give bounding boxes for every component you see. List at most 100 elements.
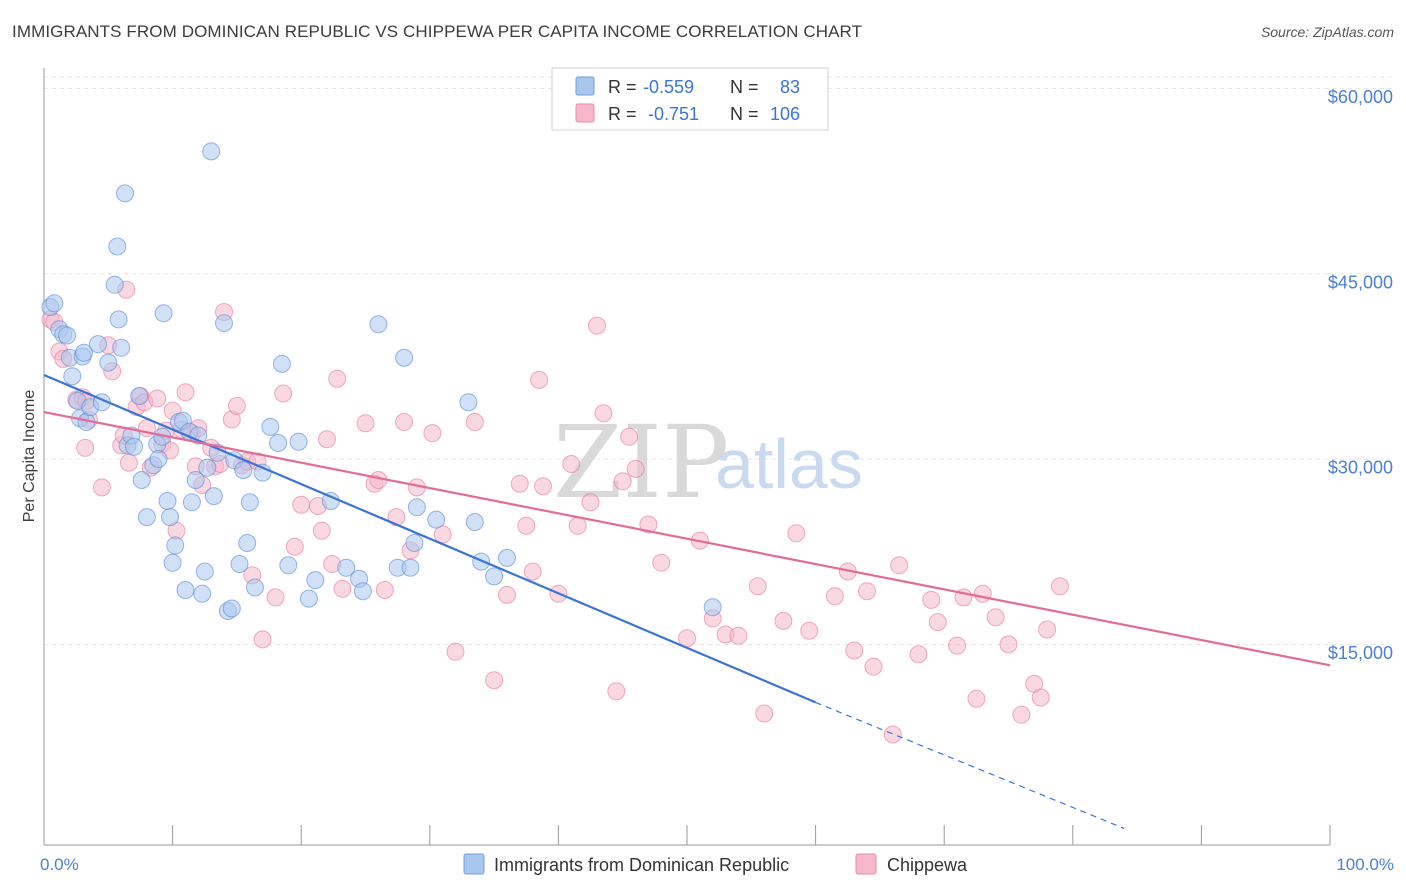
- point-chippewa: [883, 725, 902, 744]
- point-dominican: [407, 498, 426, 517]
- point-dominican: [176, 581, 195, 599]
- source-label: Source: ZipAtlas.com: [1260, 24, 1394, 40]
- point-chippewa: [967, 689, 986, 708]
- point-chippewa: [423, 424, 442, 443]
- point-chippewa: [999, 635, 1018, 654]
- correlation-legend: R = -0.559 N = 83 R = -0.751 N = 106: [551, 67, 829, 131]
- point-chippewa: [800, 621, 819, 640]
- point-dominican: [465, 513, 484, 531]
- point-dominican: [272, 354, 291, 373]
- point-chippewa: [395, 413, 414, 431]
- point-dominican: [149, 450, 168, 468]
- point-chippewa: [433, 525, 452, 544]
- point-dominican: [222, 599, 241, 618]
- point-dominican: [154, 304, 173, 323]
- point-dominican: [74, 343, 93, 362]
- point-dominican: [306, 571, 325, 590]
- point-dominican: [395, 348, 414, 367]
- trend-lines: [43, 373, 1331, 830]
- bottom-legend-swatch-pink: [855, 853, 877, 875]
- point-chippewa: [1012, 705, 1031, 724]
- point-chippewa: [510, 474, 529, 493]
- point-dominican: [353, 582, 372, 601]
- point-chippewa: [928, 613, 947, 632]
- point-chippewa: [755, 704, 774, 723]
- point-dominican: [186, 471, 205, 489]
- point-chippewa: [594, 404, 613, 423]
- watermark-atlas: atlas: [715, 425, 863, 503]
- legend-box: [551, 67, 829, 131]
- point-dominican: [137, 508, 156, 527]
- point-chippewa: [227, 396, 246, 415]
- chart-title: IMMIGRANTS FROM DOMINICAN REPUBLIC VS CH…: [12, 22, 863, 41]
- point-chippewa: [845, 641, 864, 660]
- point-dominican: [99, 353, 118, 372]
- point-chippewa: [356, 414, 375, 433]
- point-dominican: [204, 487, 223, 506]
- point-dominican: [108, 237, 127, 256]
- point-dominican: [230, 555, 249, 573]
- point-chippewa: [581, 493, 600, 512]
- legend-n-value-2: 106: [770, 104, 800, 124]
- point-chippewa: [626, 459, 645, 478]
- point-chippewa: [266, 588, 285, 607]
- point-chippewa: [317, 430, 336, 449]
- trend-line-dominican-extension: [815, 701, 1125, 830]
- point-chippewa: [787, 524, 806, 543]
- point-chippewa: [607, 682, 626, 701]
- point-dominican: [116, 184, 134, 203]
- point-chippewa: [285, 537, 304, 556]
- legend-r-value-1: -0.559: [643, 77, 694, 97]
- trend-line-chippewa: [43, 410, 1331, 667]
- point-dominican: [427, 510, 446, 529]
- point-chippewa: [774, 611, 793, 630]
- point-dominican: [498, 548, 516, 567]
- point-dominican: [109, 310, 128, 329]
- point-chippewa: [652, 553, 671, 572]
- point-chippewa: [446, 642, 465, 661]
- legend-r-value-2: -0.751: [648, 104, 699, 124]
- y-axis-label: Per Capita Income: [21, 390, 38, 523]
- point-chippewa: [176, 383, 195, 402]
- bottom-legend-swatch-blue: [463, 853, 485, 875]
- legend-r-label-2: R =: [608, 104, 637, 124]
- point-dominican: [132, 471, 151, 489]
- point-chippewa: [973, 584, 992, 603]
- point-dominican: [253, 463, 272, 482]
- trend-line-dominican: [43, 373, 817, 704]
- legend-swatch-blue: [575, 76, 595, 96]
- point-dominican: [158, 492, 177, 510]
- point-chippewa: [864, 657, 883, 676]
- point-chippewa: [825, 587, 844, 606]
- legend-n-label-2: N =: [730, 104, 759, 124]
- point-chippewa: [253, 630, 272, 649]
- point-chippewa: [498, 585, 516, 604]
- point-dominican: [58, 326, 77, 345]
- point-dominican: [45, 294, 64, 313]
- point-dominican: [289, 432, 308, 451]
- point-chippewa: [948, 636, 967, 655]
- point-dominican: [401, 558, 420, 577]
- point-chippewa: [76, 438, 95, 457]
- point-chippewa: [639, 515, 658, 534]
- y-tick-labels: $15,000 $30,000 $45,000 $60,000: [1328, 87, 1393, 663]
- point-chippewa: [530, 370, 549, 389]
- point-chippewa: [1038, 620, 1057, 639]
- point-dominican: [112, 338, 131, 357]
- y-tick-label: $15,000: [1328, 643, 1393, 663]
- point-dominican: [125, 437, 143, 456]
- point-chippewa: [312, 521, 331, 540]
- point-chippewa: [375, 581, 394, 599]
- point-chippewa: [465, 413, 484, 431]
- point-chippewa: [1050, 577, 1069, 596]
- point-dominican: [202, 142, 221, 161]
- point-dominican: [63, 367, 82, 386]
- point-chippewa: [613, 472, 632, 491]
- point-chippewa: [523, 562, 542, 581]
- y-tick-label: $45,000: [1328, 272, 1393, 292]
- point-chippewa: [748, 577, 767, 596]
- point-chippewa: [92, 478, 111, 497]
- point-dominican: [195, 562, 214, 581]
- point-chippewa: [534, 477, 552, 496]
